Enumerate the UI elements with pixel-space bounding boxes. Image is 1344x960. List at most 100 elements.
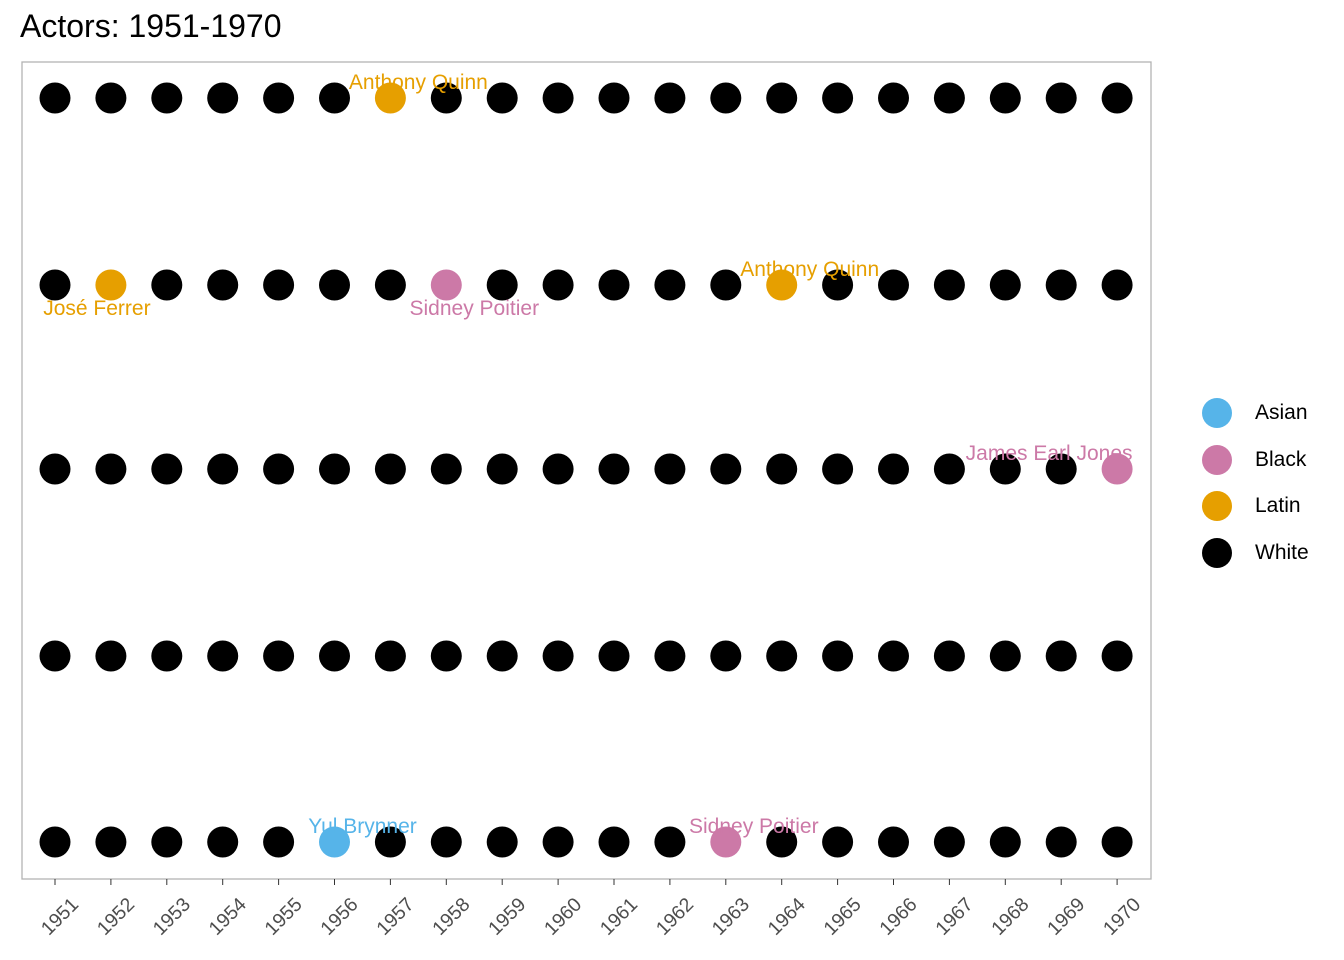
- point-white-1951-row5: [39, 826, 71, 858]
- point-white-1968-row2: [989, 269, 1021, 301]
- point-white-1954-row5: [207, 826, 239, 858]
- point-white-1957-row2: [374, 269, 406, 301]
- x-tick-label: 1959: [484, 894, 530, 940]
- plot-panel-border: [21, 61, 1152, 880]
- point-white-1956-row1: [319, 82, 350, 114]
- x-tick-label: 1970: [1099, 893, 1145, 939]
- point-black-1970-row3: [1101, 453, 1133, 485]
- point-white-1954-row4: [207, 640, 239, 672]
- legend-label: White: [1255, 540, 1309, 564]
- x-tick-label: 1967: [931, 894, 977, 940]
- x-tick-label: 1952: [93, 894, 139, 940]
- point-white-1960-row4: [542, 640, 574, 672]
- point-white-1957-row4: [374, 640, 406, 672]
- x-tick-label: 1962: [652, 894, 698, 940]
- point-white-1965-row5: [822, 826, 854, 858]
- legend-label: Black: [1255, 447, 1307, 471]
- point-white-1954-row2: [207, 269, 239, 301]
- x-tick-label: 1963: [708, 894, 754, 940]
- point-black-1958-row2: [430, 269, 462, 301]
- point-white-1968-row4: [989, 640, 1021, 672]
- point-white-1955-row2: [263, 269, 295, 301]
- x-tick-label: 1956: [316, 894, 362, 940]
- point-latin-1957-row1: [374, 82, 406, 114]
- point-white-1959-row2: [486, 269, 518, 301]
- point-white-1955-row4: [263, 640, 295, 672]
- point-latin-1952-row2: [95, 269, 127, 301]
- point-white-1967-row1: [933, 82, 965, 114]
- point-white-1964-row5: [766, 826, 798, 858]
- point-white-1953-row3: [151, 453, 183, 485]
- point-white-1964-row4: [766, 640, 798, 672]
- x-tick-label: 1953: [149, 894, 195, 940]
- point-white-1953-row1: [151, 82, 183, 114]
- point-white-1953-row2: [151, 269, 183, 301]
- point-white-1963-row3: [710, 453, 742, 485]
- point-white-1954-row3: [207, 453, 239, 485]
- point-white-1969-row5: [1045, 826, 1077, 858]
- point-white-1961-row5: [598, 826, 630, 858]
- point-white-1966-row1: [878, 82, 909, 114]
- point-white-1962-row3: [654, 453, 686, 485]
- point-white-1961-row1: [598, 82, 630, 114]
- point-label: Sidney Poitier: [410, 297, 540, 320]
- legend-swatch: [1202, 398, 1232, 429]
- point-white-1963-row4: [710, 640, 742, 672]
- point-white-1969-row3: [1045, 453, 1077, 485]
- point-white-1955-row3: [263, 453, 295, 485]
- legend-label: Asian: [1255, 401, 1308, 425]
- point-white-1964-row1: [766, 82, 798, 114]
- point-label: Anthony Quinn: [349, 71, 488, 94]
- x-axis: 1951 1952 1953 1954 1955 1956 1957 1958 1959 1960…: [37, 879, 1145, 940]
- x-tick-label: 1964: [764, 893, 810, 939]
- x-tick-label: 1960: [540, 893, 586, 939]
- point-asian-1956-row5: [319, 826, 350, 858]
- point-white-1960-row1: [542, 82, 574, 114]
- point-label: James Earl Jones: [966, 442, 1133, 465]
- point-label: Yul Brynner: [308, 815, 417, 838]
- point-white-1964-row3: [766, 453, 798, 485]
- labels-layer: Anthony Quinn José Ferrer Sidney Poitier An…: [43, 71, 1132, 838]
- point-white-1965-row4: [822, 640, 854, 672]
- point-white-1962-row2: [654, 269, 686, 301]
- point-white-1951-row1: [39, 82, 71, 114]
- point-white-1954-row1: [207, 82, 239, 114]
- point-white-1960-row2: [542, 269, 574, 301]
- point-white-1959-row5: [486, 826, 518, 858]
- point-white-1957-row3: [374, 453, 406, 485]
- point-white-1961-row4: [598, 640, 630, 672]
- points-layer: [39, 82, 1133, 858]
- point-white-1967-row4: [933, 640, 965, 672]
- point-label: Anthony Quinn: [740, 258, 879, 281]
- point-white-1953-row5: [151, 826, 183, 858]
- point-white-1970-row4: [1101, 640, 1133, 672]
- point-white-1969-row2: [1045, 269, 1077, 301]
- x-tick-label: 1958: [428, 894, 474, 940]
- point-white-1968-row5: [989, 826, 1021, 858]
- x-tick-label: 1968: [987, 894, 1033, 940]
- point-white-1969-row1: [1045, 82, 1077, 114]
- point-white-1962-row4: [654, 640, 686, 672]
- point-white-1963-row2: [710, 269, 742, 301]
- legend-item-black: Black: [1200, 437, 1340, 484]
- point-white-1960-row5: [542, 826, 574, 858]
- point-white-1967-row3: [933, 453, 965, 485]
- point-white-1969-row4: [1045, 640, 1077, 672]
- point-white-1959-row3: [486, 453, 518, 485]
- point-white-1958-row5: [430, 826, 462, 858]
- chart-title: Actors: 1951-1970: [20, 8, 282, 44]
- point-white-1962-row5: [654, 826, 686, 858]
- point-white-1958-row4: [430, 640, 462, 672]
- point-white-1953-row4: [151, 640, 183, 672]
- point-white-1960-row3: [542, 453, 574, 485]
- point-white-1952-row3: [95, 453, 127, 485]
- point-white-1952-row5: [95, 826, 127, 858]
- point-white-1955-row5: [263, 826, 295, 858]
- point-white-1959-row1: [486, 82, 518, 114]
- point-white-1965-row2: [822, 269, 854, 301]
- point-white-1957-row5: [374, 826, 406, 858]
- point-white-1951-row3: [39, 453, 71, 485]
- point-white-1952-row4: [95, 640, 127, 672]
- legend-swatch: [1202, 444, 1232, 475]
- x-tick-label: 1957: [372, 894, 418, 940]
